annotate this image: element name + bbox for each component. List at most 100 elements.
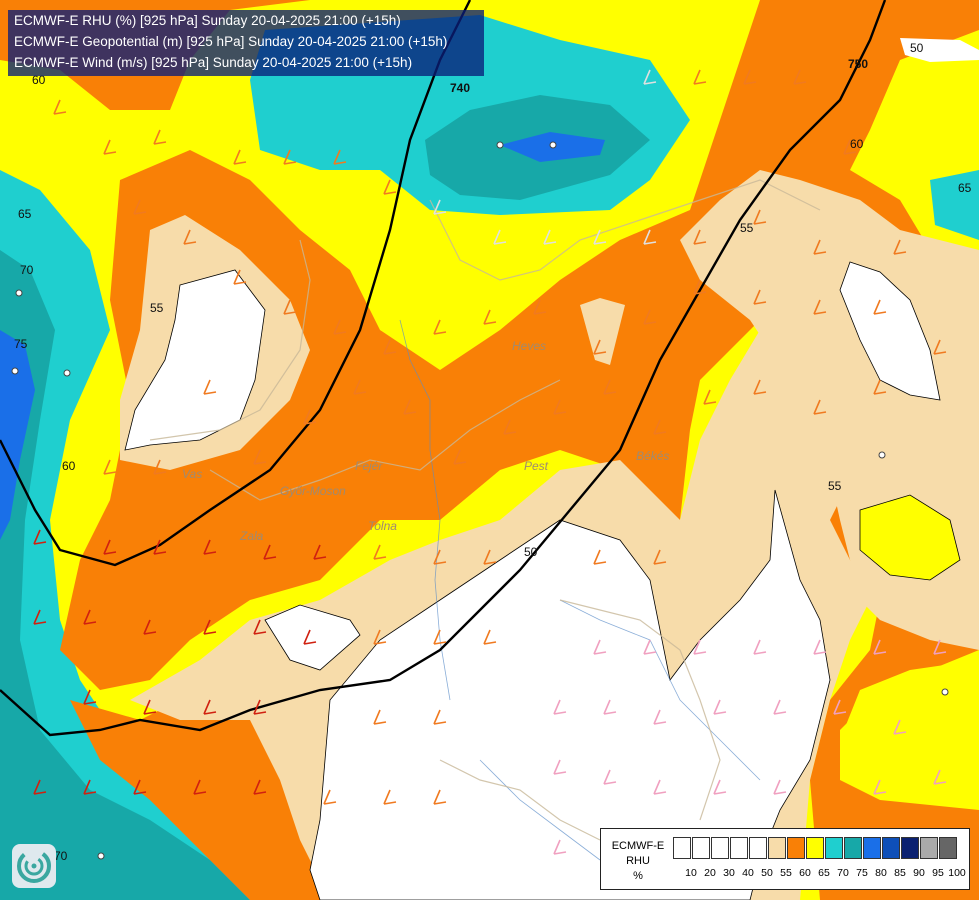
wind-barb [283,149,297,165]
station-marker [496,141,504,149]
legend-swatch [844,837,862,859]
wind-barb [433,709,447,725]
wind-barb [153,539,167,555]
wind-barb [653,419,667,435]
map-title-box: ECMWF-E RHU (%) [925 hPa] Sunday 20-04-2… [8,10,484,76]
place-fejer: Fejér [355,459,383,473]
contour-label-50-a: 50 [910,41,924,55]
station-marker [15,289,23,297]
legend-tick-label: 10 [685,867,697,879]
wind-barb [453,449,467,465]
geopotential-label-750: 750 [848,57,868,71]
wind-barb [873,639,887,655]
wind-barb [253,449,267,465]
legend-tick-label: 90 [913,867,925,879]
wind-barb [543,229,557,245]
wind-barb [433,549,447,565]
wind-barb [533,299,547,315]
wind-barb [303,409,317,425]
rhu-yellow-east-blob [859,494,961,581]
borders [149,179,821,841]
contour-label-70-a: 70 [20,263,34,277]
legend-swatch [730,837,748,859]
wind-barb [383,339,397,355]
wind-barb [873,299,887,315]
wind-barb [263,544,277,560]
wind-barb [323,789,337,805]
rhu-cyan-west [0,170,290,900]
station-markers [11,141,949,860]
wind-barb [643,639,657,655]
wind-barb [203,619,217,635]
title-geopotential: ECMWF-E Geopotential (m) [925 hPa] Sunda… [14,34,448,49]
title-rhu: ECMWF-E RHU (%) [925 hPa] Sunday 20-04-2… [14,13,401,28]
wind-barb [553,699,567,715]
wind-barb [253,619,267,635]
wind-barb [713,779,727,795]
wind-barb [503,419,517,435]
legend-swatches [673,837,958,859]
wind-barb [703,389,717,405]
station-marker [549,141,557,149]
wind-barb [203,379,217,395]
legend-tick-label: 20 [704,867,716,879]
wind-barb [813,639,827,655]
station-marker [878,451,886,459]
legend-label-line-2: RHU [626,855,650,867]
wind-barb [373,544,387,560]
wind-barb [433,319,447,335]
wind-barb [773,779,787,795]
legend-label-line-3: % [633,870,643,882]
wind-barb [33,779,47,795]
legend-swatch [825,837,843,859]
wind-barb [333,319,347,335]
station-marker [941,688,949,696]
wind-barb [813,399,827,415]
place-zala: Zala [239,529,264,543]
place-vas: Vas [182,467,202,481]
legend-tick-label: 65 [818,867,830,879]
wind-barb [643,229,657,245]
wind-barb [593,549,607,565]
wind-barb [483,309,497,325]
contour-label-70-b: 70 [54,849,68,863]
contour-label-65-b: 65 [958,181,972,195]
wind-barb [553,399,567,415]
wind-barb [753,209,767,225]
contour-label-60-a: 60 [32,73,46,87]
wind-barb [553,759,567,775]
wind-barb [253,699,267,715]
wind-barb [33,609,47,625]
legend-label-line-1: ECMWF-E [611,840,665,852]
legend-tick-label: 55 [780,867,792,879]
wind-barb [643,69,657,85]
rhu-teal-west [0,250,250,900]
wind-barb [593,639,607,655]
ecmwf-swirl-icon [12,844,56,888]
wind-barb [133,199,147,215]
wind-barb [433,629,447,645]
legend-tick-label: 40 [742,867,754,879]
wind-barb [153,459,167,475]
wind-barb [303,629,317,645]
wind-barb [893,239,907,255]
wind-barb [773,699,787,715]
wind-barb [253,779,267,795]
wind-barb [933,639,947,655]
legend-tick-label: 70 [837,867,849,879]
legend-swatch [939,837,957,859]
wind-barb [603,769,617,785]
wind-barb [653,709,667,725]
geopotential-750-line [0,0,887,737]
legend-swatch [787,837,805,859]
legend-swatch [863,837,881,859]
rhu-white-west [124,269,266,451]
title-wind: ECMWF-E Wind (m/s) [925 hPa] Sunday 20-0… [14,55,413,70]
legend-swatch [882,837,900,859]
rhu-legend: ECMWF-E RHU % 10 20 30 40 50 55 60 65 70 75 80 85 90… [600,828,970,890]
geopotential-740-line [0,0,472,567]
rhu-cyan-east [930,170,979,240]
contour-label-55-c: 55 [828,479,842,493]
station-marker [63,369,71,377]
wind-barb [103,139,117,155]
